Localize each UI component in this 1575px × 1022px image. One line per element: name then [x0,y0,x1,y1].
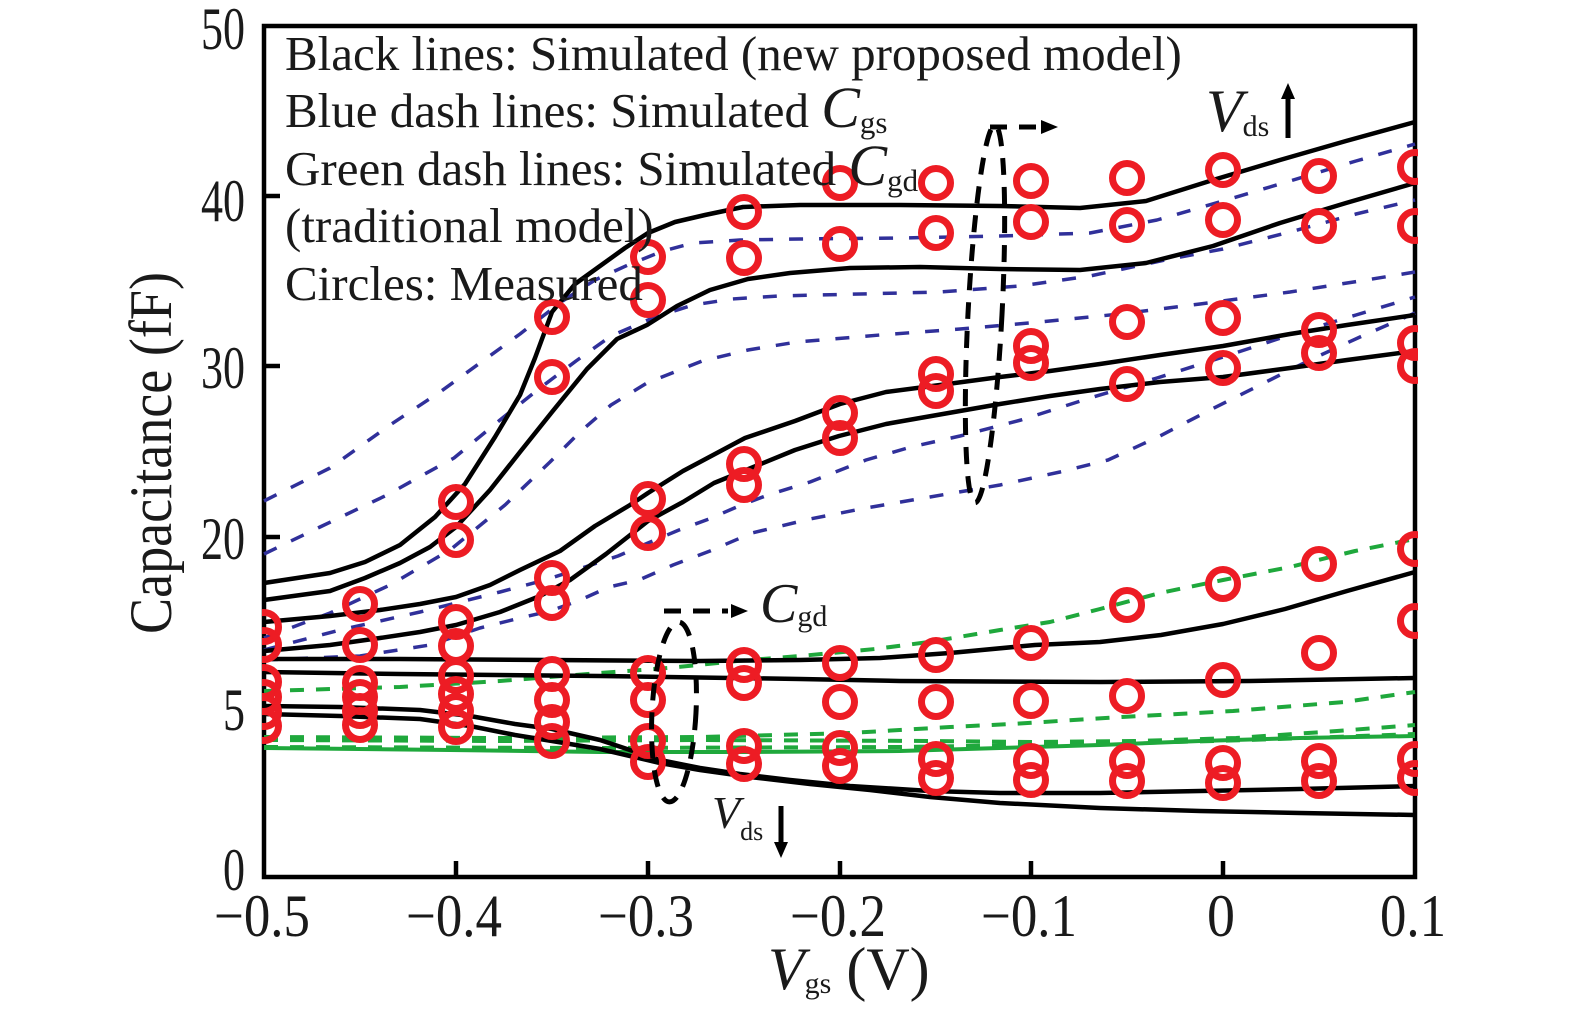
svg-text:−0.1: −0.1 [981,883,1077,949]
svg-text:(traditional model): (traditional model) [285,198,654,253]
svg-text:Black lines: Simulated (new pr: Black lines: Simulated (new proposed mod… [285,26,1182,81]
svg-text:5: 5 [223,677,245,743]
svg-text:40: 40 [201,168,245,234]
svg-text:0: 0 [1207,883,1235,949]
svg-text:Green dash lines: Simulated Cg: Green dash lines: Simulated Cgd [285,133,919,198]
svg-text:0: 0 [223,837,245,903]
svg-text:30: 30 [201,335,245,401]
svg-text:−0.2: −0.2 [790,883,886,949]
svg-text:Vgs (V): Vgs (V) [768,936,930,1002]
svg-text:Vds: Vds [1206,78,1269,144]
svg-text:−0.3: −0.3 [598,883,694,949]
svg-text:50: 50 [201,0,245,62]
svg-text:Blue dash lines: Simulated Cgs: Blue dash lines: Simulated Cgs [285,75,888,140]
svg-text:Vds: Vds [712,787,763,846]
svg-text:−0.4: −0.4 [406,883,502,949]
svg-text:0.1: 0.1 [1380,883,1446,949]
svg-text:Cgd: Cgd [760,573,827,635]
svg-text:−0.5: −0.5 [214,883,310,949]
svg-text:20: 20 [201,506,245,572]
svg-text:Circles: Measured: Circles: Measured [285,256,643,311]
svg-text:Capacitance (fF): Capacitance (fF) [118,272,184,634]
